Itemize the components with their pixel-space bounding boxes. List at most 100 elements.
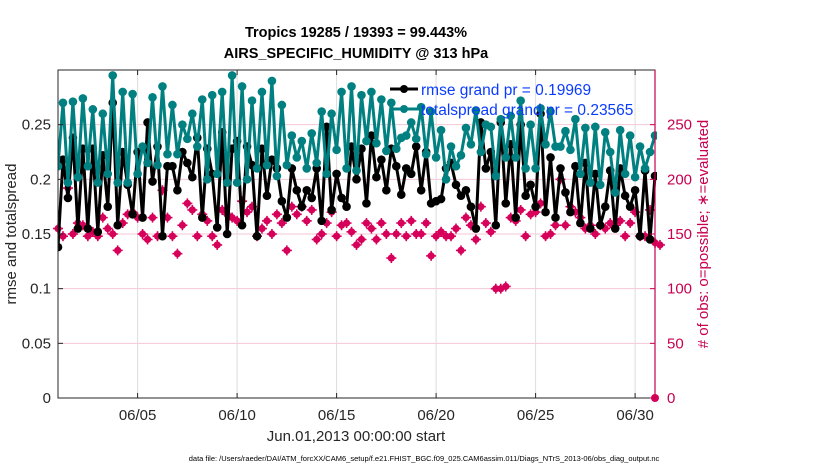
rmse-point xyxy=(188,172,197,182)
totalspread-point xyxy=(521,164,530,173)
rmse-point xyxy=(222,229,232,239)
totalspread-point xyxy=(406,118,416,127)
y2-tick-label: 200 xyxy=(667,171,692,188)
totalspread-point xyxy=(471,106,481,115)
totalspread-point xyxy=(257,87,267,97)
obs-evaluated-point xyxy=(177,220,188,231)
totalspread-point xyxy=(421,149,431,159)
totalspread-point xyxy=(630,172,640,182)
totalspread-point xyxy=(262,160,272,170)
obs-evaluated-point xyxy=(182,198,193,209)
obs-evaluated-point xyxy=(451,223,461,234)
rmse-point xyxy=(367,131,376,140)
rmse-point xyxy=(237,220,247,230)
totalspread-point xyxy=(297,136,307,146)
totalspread-point xyxy=(227,71,237,80)
obs-evaluated-point xyxy=(560,220,571,231)
obs-evaluated-point xyxy=(625,218,636,229)
obs-evaluated-point xyxy=(281,245,292,256)
rmse-point xyxy=(521,191,530,201)
rmse-point xyxy=(103,202,113,211)
legend-rmse-label: rmse grand pr = 0.19969 xyxy=(421,82,591,99)
rmse-point xyxy=(401,164,411,173)
totalspread-point xyxy=(571,114,580,124)
y2-axis-label: # of obs: o=possible; ∗=evaluated xyxy=(695,120,712,349)
totalspread-point xyxy=(566,145,575,155)
rmse-point xyxy=(277,196,287,206)
x-tick-label: 06/15 xyxy=(318,407,356,424)
obs-evaluated-point xyxy=(371,234,382,245)
totalspread-point xyxy=(143,158,152,168)
series-layer xyxy=(53,71,665,402)
obs-evaluated-point xyxy=(316,229,327,239)
totalspread-point xyxy=(252,164,262,173)
totalspread-point xyxy=(113,178,122,187)
rmse-point xyxy=(531,202,540,211)
obs-evaluated-point xyxy=(421,218,432,229)
rmse-point xyxy=(461,185,471,195)
rmse-point xyxy=(212,223,222,232)
x-tick-label: 06/25 xyxy=(517,407,555,424)
rmse-point xyxy=(307,193,317,203)
totalspread-point xyxy=(312,158,322,168)
totalspread-point xyxy=(620,169,630,179)
obs-evaluated-point xyxy=(301,215,312,226)
rmse-point xyxy=(436,194,446,204)
rmse-point xyxy=(541,207,550,217)
totalspread-point xyxy=(242,175,252,184)
rmse-point xyxy=(501,199,511,208)
totalspread-point xyxy=(133,169,142,179)
rmse-point xyxy=(297,202,307,211)
totalspread-point xyxy=(451,161,461,171)
rmse-point xyxy=(630,185,640,195)
totalspread-point xyxy=(98,109,108,119)
y-tick-label: 0.1 xyxy=(30,281,51,298)
totalspread-point xyxy=(486,122,496,132)
y-tick-label: 0.05 xyxy=(22,335,51,352)
obs-evaluated-point xyxy=(500,281,511,292)
obs-evaluated-point xyxy=(436,226,447,237)
rmse-point xyxy=(327,205,336,215)
totalspread-point xyxy=(416,102,426,112)
obs-evaluated-point xyxy=(356,234,367,245)
totalspread-point xyxy=(377,95,386,104)
totalspread-point xyxy=(153,160,162,170)
obs-evaluated-point xyxy=(351,239,362,250)
rmse-point xyxy=(591,169,600,179)
totalspread-point xyxy=(317,107,326,116)
obs-evaluated-point xyxy=(545,229,556,239)
totalspread-point xyxy=(446,142,456,151)
x-tick-label: 06/20 xyxy=(417,407,455,424)
totalspread-point xyxy=(173,149,182,159)
totalspread-point xyxy=(207,90,217,100)
totalspread-point xyxy=(625,131,635,140)
totalspread-point xyxy=(267,76,277,86)
rmse-point xyxy=(168,161,177,171)
legend: rmse grand pr = 0.19969 totalspread gran… xyxy=(390,82,633,119)
obs-evaluated-point xyxy=(391,229,402,239)
obs-evaluated-point xyxy=(291,209,302,220)
rmse-point xyxy=(610,224,620,233)
totalspread-point xyxy=(387,98,396,108)
totalspread-point xyxy=(595,180,605,190)
totalspread-point xyxy=(247,96,257,105)
obs-evaluated-point xyxy=(187,204,198,215)
rmse-point xyxy=(332,169,341,179)
totalspread-point xyxy=(526,120,535,129)
totalspread-point xyxy=(362,136,371,146)
totalspread-point xyxy=(58,161,63,171)
x-tick-label: 06/05 xyxy=(119,407,157,424)
totalspread-point xyxy=(640,164,650,173)
totalspread-point xyxy=(123,178,132,187)
totalspread-point xyxy=(581,123,590,133)
y2-tick-label: 0 xyxy=(667,390,675,407)
totalspread-point xyxy=(103,169,113,179)
totalspread-point xyxy=(337,87,346,97)
rmse-point xyxy=(252,231,262,241)
totalspread-point xyxy=(73,172,83,182)
obs-evaluated-point xyxy=(401,231,412,242)
totalspread-point xyxy=(232,178,242,187)
totalspread-point xyxy=(501,153,511,162)
totalspread-point xyxy=(158,82,167,91)
x-tick-label: 06/10 xyxy=(218,407,256,424)
